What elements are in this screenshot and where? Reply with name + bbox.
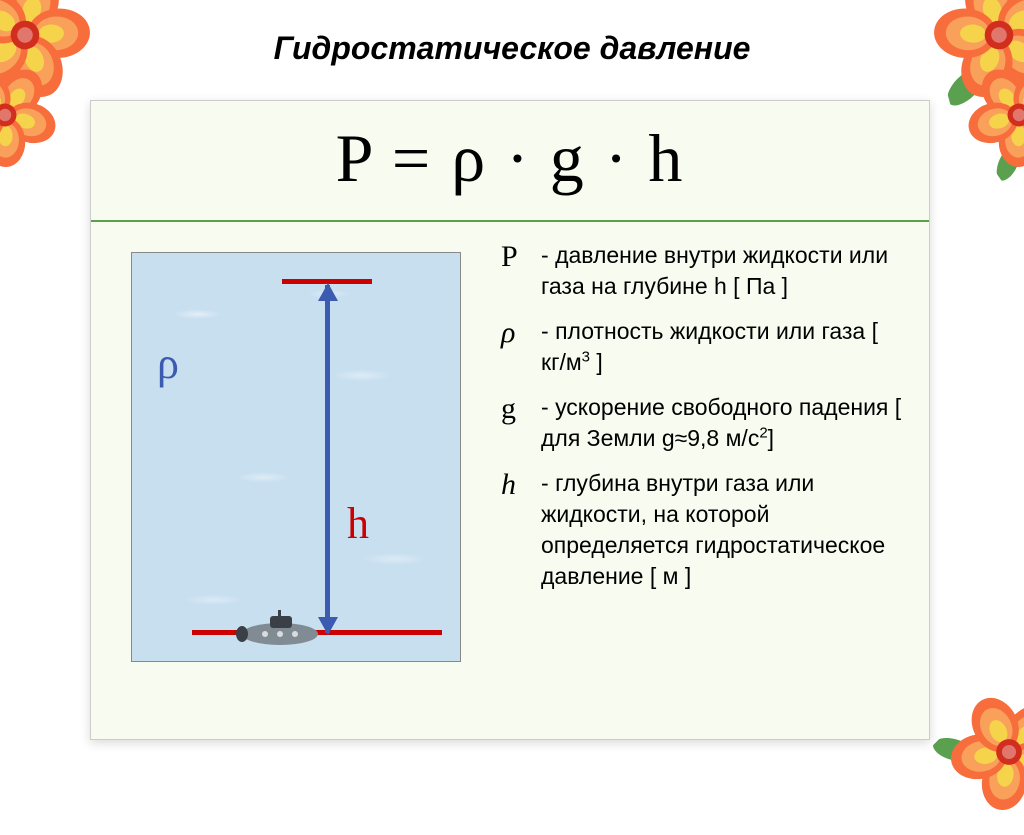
legend-item: ρ - плотность жидкости или газа [ кг/м3 … [501, 316, 909, 378]
legend-item: g - ускорение свободного падения [ для З… [501, 392, 909, 454]
legend-item: h - глубина внутри газа или жидкости, на… [501, 468, 909, 592]
formula-row: P = ρ · g · h [91, 101, 929, 222]
legend-symbol: P [501, 240, 541, 273]
rho-label: ρ [157, 338, 179, 389]
legend-text: - плотность жидкости или газа [ кг/м3 ] [541, 316, 909, 378]
legend-text: - давление внутри жидкости или газа на г… [541, 240, 909, 302]
legend-text: - глубина внутри газа или жидкости, на к… [541, 468, 909, 592]
height-arrow [325, 285, 330, 633]
formula: P = ρ · g · h [336, 120, 685, 196]
submarine-icon [230, 607, 330, 649]
legend-text: - ускорение свободного падения [ для Зем… [541, 392, 909, 454]
flower-decoration [926, 669, 1024, 834]
legend-column: P - давление внутри жидкости или газа на… [491, 222, 929, 730]
page-title: Гидростатическое давление [0, 0, 1024, 87]
content-card: P = ρ · g · h ρ h [90, 100, 930, 740]
diagram-column: ρ h [91, 222, 491, 730]
h-label: h [347, 498, 369, 549]
water-diagram: ρ h [131, 252, 461, 662]
legend-symbol: h [501, 468, 541, 501]
legend-symbol: g [501, 392, 541, 425]
legend-item: P - давление внутри жидкости или газа на… [501, 240, 909, 302]
legend-symbol: ρ [501, 316, 541, 349]
